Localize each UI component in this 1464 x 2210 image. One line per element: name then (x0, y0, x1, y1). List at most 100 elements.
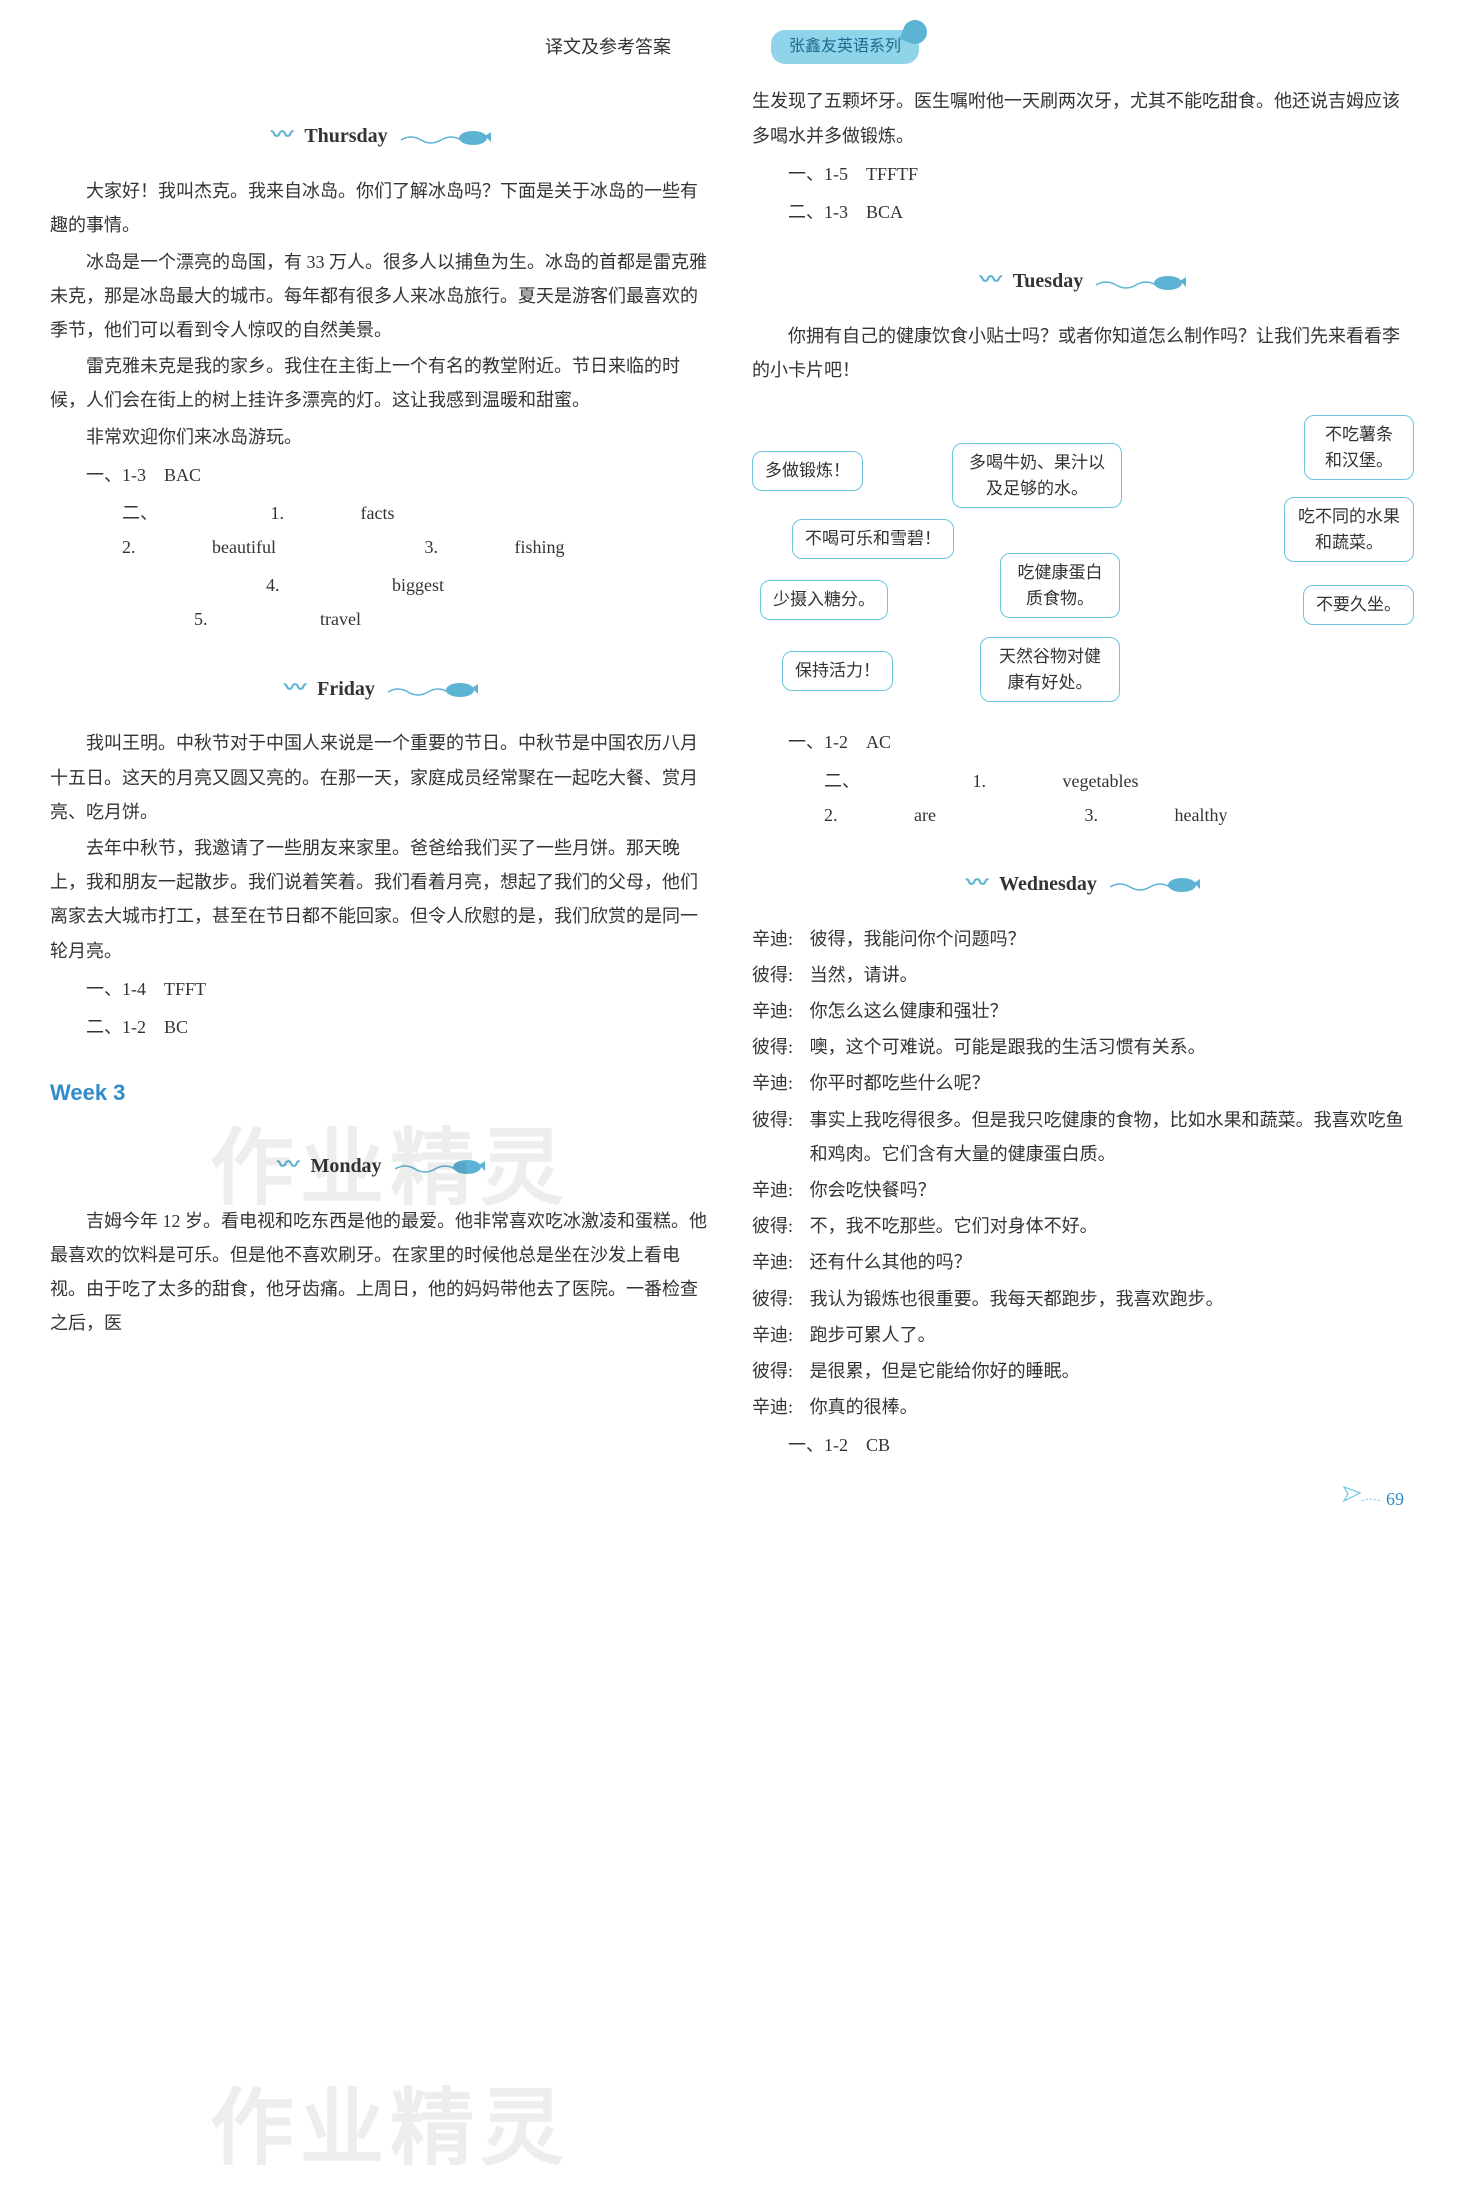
heading-wednesday: 〰 Wednesday (752, 862, 1414, 904)
watermark: 作业精灵 (210, 2050, 570, 2210)
dialogue-line: 你真的很棒。 (810, 1390, 1414, 1424)
wave-icon: 〰 (271, 122, 293, 147)
dialogue-speaker: 辛迪: (752, 1066, 810, 1100)
ans-label: 二、 (86, 496, 158, 530)
ans-item: 1. facts (199, 496, 431, 530)
dialogue-line: 是很累，但是它能给你好的睡眠。 (810, 1354, 1414, 1388)
friday-p1: 我叫王明。中秋节对于中国人来说是一个重要的节日。中秋节是中国农历八月十五日。这天… (50, 726, 712, 829)
dialogue-line: 还有什么其他的吗？ (810, 1245, 1414, 1279)
wave-icon: 〰 (980, 267, 1002, 292)
dialogue-speaker: 彼得: (752, 1030, 810, 1064)
dialogue-row: 辛迪:你怎么这么健康和强壮？ (752, 994, 1414, 1028)
whale-icon (401, 130, 491, 146)
dialogue-speaker: 彼得: (752, 1354, 810, 1388)
whale-icon (1096, 275, 1186, 291)
dialogue-row: 辛迪:你真的很棒。 (752, 1390, 1414, 1424)
bubble: 不喝可乐和雪碧！ (792, 519, 954, 559)
dialogue-line: 我认为锻炼也很重要。我每天都跑步，我喜欢跑步。 (810, 1282, 1414, 1316)
page-number-value: 69 (1386, 1489, 1404, 1509)
dialogue-row: 辛迪:你会吃快餐吗？ (752, 1173, 1414, 1207)
ans-label: 一、1-4 (86, 979, 146, 999)
wave-icon: 〰 (284, 675, 306, 700)
bubble: 不要久坐。 (1303, 585, 1414, 625)
dialogue-row: 彼得:事实上我吃得很多。但是我只吃健康的食物，比如水果和蔬菜。我喜欢吃鱼和鸡肉。… (752, 1103, 1414, 1171)
dialogue-speaker: 辛迪: (752, 994, 810, 1028)
dialogue-line: 你怎么这么健康和强壮？ (810, 994, 1414, 1028)
dialogue-row: 辛迪:彼得，我能问你个问题吗？ (752, 922, 1414, 956)
dialogue-row: 彼得:是很累，但是它能给你好的睡眠。 (752, 1354, 1414, 1388)
ans-value: TFFTF (866, 164, 918, 184)
dialogue-row: 彼得:我认为锻炼也很重要。我每天都跑步，我喜欢跑步。 (752, 1282, 1414, 1316)
day-label: Thursday (304, 125, 387, 147)
dialogue-row: 彼得:噢，这个可难说。可能是跟我的生活习惯有关系。 (752, 1030, 1414, 1064)
ans-value: AC (866, 732, 891, 752)
wednesday-dialogue: 辛迪:彼得，我能问你个问题吗？彼得:当然，请讲。辛迪:你怎么这么健康和强壮？彼得… (752, 922, 1414, 1425)
friday-ans1: 一、1-4 TFFT (50, 972, 712, 1006)
left-column: 〰 Thursday 大家好！我叫杰克。我来自冰岛。你们了解冰岛吗？下面是关于冰… (50, 84, 712, 1462)
dialogue-speaker: 辛迪: (752, 1245, 810, 1279)
monday-ans1: 一、1-5 TFFTF (752, 157, 1414, 191)
ans-item: 1. vegetables (901, 764, 1175, 798)
dialogue-speaker: 辛迪: (752, 1390, 810, 1424)
whale-icon (1110, 877, 1200, 893)
bubble: 多做锻炼！ (752, 451, 863, 491)
dialogue-line: 当然，请讲。 (810, 958, 1414, 992)
ans-item: 2. are (752, 798, 972, 832)
ans-label: 二、 (788, 764, 860, 798)
day-label: Tuesday (1013, 270, 1083, 292)
heading-tuesday: 〰 Tuesday (752, 259, 1414, 301)
whale-icon (395, 1159, 485, 1175)
bubble: 多喝牛奶、果汁以及足够的水。 (952, 443, 1122, 508)
monday-cont: 生发现了五颗坏牙。医生嘱咐他一天刷两次牙，尤其不能吃甜食。他还说吉姆应该多喝水并… (752, 84, 1414, 152)
thursday-ans2b: 4. biggest 5. travel (50, 568, 712, 636)
bubble: 不吃薯条和汉堡。 (1304, 415, 1414, 480)
heading-friday: 〰 Friday (50, 667, 712, 709)
ans-label: 一、1-2 (788, 1435, 848, 1455)
thursday-p3: 雷克雅未克是我的家乡。我住在主街上一个有名的教堂附近。节日来临的时候，人们会在街… (50, 349, 712, 417)
ans-label: 二、1-2 (86, 1017, 146, 1037)
dialogue-speaker: 辛迪: (752, 922, 810, 956)
day-label: Wednesday (999, 873, 1097, 895)
ans-item: 5. travel (50, 602, 397, 636)
ans-value: TFFT (164, 979, 206, 999)
bubble: 吃不同的水果和蔬菜。 (1284, 497, 1414, 562)
wave-icon: 〰 (277, 1152, 299, 1177)
tuesday-ans2: 二、 1. vegetables 2. are 3. healthy (752, 764, 1414, 832)
dialogue-line: 事实上我吃得很多。但是我只吃健康的食物，比如水果和蔬菜。我喜欢吃鱼和鸡肉。它们含… (810, 1103, 1414, 1171)
dialogue-row: 辛迪:还有什么其他的吗？ (752, 1245, 1414, 1279)
dialogue-row: 辛迪:跑步可累人了。 (752, 1318, 1414, 1352)
ans-item: 2. beautiful (50, 530, 312, 564)
dialogue-speaker: 彼得: (752, 958, 810, 992)
dialogue-row: 辛迪:你平时都吃些什么呢？ (752, 1066, 1414, 1100)
dialogue-line: 不，我不吃那些。它们对身体不好。 (810, 1209, 1414, 1243)
bubble: 天然谷物对健康有好处。 (980, 637, 1120, 702)
bubble: 吃健康蛋白质食物。 (1000, 553, 1120, 618)
bubble-diagram: 多做锻炼！ 不吃薯条和汉堡。 多喝牛奶、果汁以及足够的水。 不喝可乐和雪碧！ 吃… (752, 405, 1414, 715)
dialogue-speaker: 彼得: (752, 1103, 810, 1171)
monday-p1: 吉姆今年 12 岁。看电视和吃东西是他的最爱。他非常喜欢吃冰激凌和蛋糕。他最喜欢… (50, 1204, 712, 1341)
dialogue-speaker: 彼得: (752, 1282, 810, 1316)
bubble: 少摄入糖分。 (760, 580, 888, 620)
ans-value: CB (866, 1435, 890, 1455)
dialogue-line: 彼得，我能问你个问题吗？ (810, 922, 1414, 956)
thursday-ans1: 一、1-3 BAC (50, 458, 712, 492)
dialogue-speaker: 辛迪: (752, 1318, 810, 1352)
ans-value: BC (164, 1017, 188, 1037)
ans-label: 一、1-3 (86, 465, 146, 485)
right-column: 生发现了五颗坏牙。医生嘱咐他一天刷两次牙，尤其不能吃甜食。他还说吉姆应该多喝水并… (752, 84, 1414, 1462)
thursday-p1: 大家好！我叫杰克。我来自冰岛。你们了解冰岛吗？下面是关于冰岛的一些有趣的事情。 (50, 174, 712, 242)
ans-item: 4. biggest (122, 568, 480, 602)
day-label: Friday (317, 678, 375, 700)
ans-value: BCA (866, 202, 903, 222)
plane-icon (1342, 1482, 1382, 1516)
ans-label: 二、1-3 (788, 202, 848, 222)
ans-item: 3. fishing (352, 530, 600, 564)
dialogue-speaker: 彼得: (752, 1209, 810, 1243)
dialogue-speaker: 辛迪: (752, 1173, 810, 1207)
ans-value: BAC (164, 465, 201, 485)
ans-label: 一、1-2 (788, 732, 848, 752)
thursday-p4: 非常欢迎你们来冰岛游玩。 (50, 420, 712, 454)
wednesday-ans1: 一、1-2 CB (752, 1428, 1414, 1462)
dialogue-line: 跑步可累人了。 (810, 1318, 1414, 1352)
ans-item: 3. healthy (1012, 798, 1263, 832)
